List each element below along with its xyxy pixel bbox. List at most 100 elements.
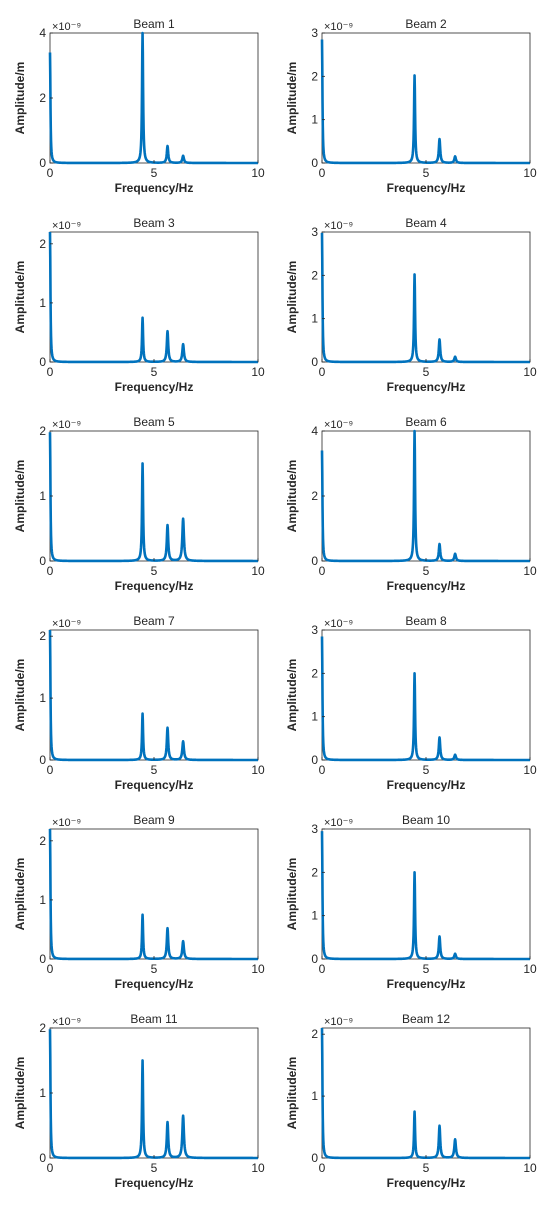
subplot-beam-6: 0 5 10 0 2 4 ×10⁻⁹ Beam 6 Frequency/Hz Amplitude/… [285, 415, 537, 593]
x-tick-label: 5 [423, 365, 430, 379]
x-tick-label: 10 [251, 763, 265, 777]
subplot-beam-9: 0 5 10 0 1 2 ×10⁻⁹ Beam 9 Frequency/Hz Amplitude/… [13, 813, 265, 991]
x-tick-label: 5 [151, 962, 158, 976]
x-tick-label: 0 [47, 962, 54, 976]
y-tick-label: 2 [39, 834, 46, 848]
axes-box [49, 231, 259, 363]
y-tick-label: 2 [311, 69, 318, 83]
y-axis-label: Amplitude/m [285, 62, 299, 135]
y-exponent-label: ×10⁻⁹ [324, 817, 353, 829]
axes-box [321, 430, 531, 562]
x-axis-label: Frequency/Hz [115, 579, 194, 593]
x-axis-label: Frequency/Hz [115, 380, 194, 394]
subplot-title: Beam 2 [405, 17, 447, 31]
y-exponent-label: ×10⁻⁹ [52, 419, 81, 431]
y-tick-label: 0 [39, 554, 46, 568]
subplot-beam-7: 0 5 10 0 1 2 ×10⁻⁹ Beam 7 Frequency/Hz Amplitude/… [13, 614, 265, 792]
y-tick-label: 2 [311, 268, 318, 282]
x-tick-label: 0 [319, 1161, 326, 1175]
axes-box [49, 629, 259, 761]
x-axis-label: Frequency/Hz [387, 977, 466, 991]
y-tick-label: 1 [311, 710, 318, 724]
y-tick-label: 1 [311, 909, 318, 923]
x-tick-label: 0 [47, 1161, 54, 1175]
y-tick-label: 2 [39, 629, 46, 643]
y-tick-label: 2 [39, 91, 46, 105]
y-tick-label: 2 [311, 865, 318, 879]
y-exponent-label: ×10⁻⁹ [324, 1016, 353, 1028]
x-tick-label: 0 [319, 166, 326, 180]
axes-box [321, 1027, 531, 1159]
y-tick-label: 1 [311, 1089, 318, 1103]
y-exponent-label: ×10⁻⁹ [324, 618, 353, 630]
y-tick-label: 0 [311, 355, 318, 369]
x-axis-label: Frequency/Hz [115, 1176, 194, 1190]
x-tick-label: 10 [523, 365, 537, 379]
y-tick-label: 3 [311, 623, 318, 637]
subplot-beam-8: 0 5 10 0 1 2 3 ×10⁻⁹ Beam 8 Frequency/Hz Amplitude… [285, 614, 537, 792]
x-tick-label: 10 [251, 365, 265, 379]
x-tick-label: 0 [47, 763, 54, 777]
x-tick-label: 5 [423, 962, 430, 976]
y-exponent-label: ×10⁻⁹ [52, 817, 81, 829]
x-tick-label: 10 [523, 166, 537, 180]
y-exponent-label: ×10⁻⁹ [324, 21, 353, 33]
y-tick-label: 2 [39, 237, 46, 251]
x-tick-label: 10 [251, 1161, 265, 1175]
x-axis-label: Frequency/Hz [115, 778, 194, 792]
y-exponent-label: ×10⁻⁹ [52, 21, 81, 33]
axes-box [321, 629, 531, 761]
y-tick-label: 1 [39, 1086, 46, 1100]
axes-box [321, 828, 531, 960]
x-tick-label: 0 [47, 564, 54, 578]
x-tick-label: 5 [151, 763, 158, 777]
x-tick-label: 0 [47, 365, 54, 379]
subplot-title: Beam 5 [133, 415, 175, 429]
y-tick-label: 1 [39, 296, 46, 310]
x-axis-label: Frequency/Hz [387, 1176, 466, 1190]
x-tick-label: 10 [523, 1161, 537, 1175]
x-tick-label: 0 [319, 763, 326, 777]
y-exponent-label: ×10⁻⁹ [324, 419, 353, 431]
x-tick-label: 5 [423, 763, 430, 777]
y-tick-label: 1 [311, 113, 318, 127]
subplot-beam-1: 0 5 10 0 2 4 ×10⁻⁹ Beam 1 Frequency/Hz Amplitude/… [13, 17, 265, 195]
y-tick-label: 0 [311, 156, 318, 170]
y-tick-label: 0 [311, 1151, 318, 1165]
x-tick-label: 10 [251, 962, 265, 976]
x-tick-label: 0 [319, 365, 326, 379]
y-tick-label: 0 [311, 554, 318, 568]
subplot-title: Beam 6 [405, 415, 447, 429]
subplot-beam-11: 0 5 10 0 1 2 ×10⁻⁹ Beam 11 Frequency/Hz Amplitude… [13, 1012, 265, 1190]
subplot-title: Beam 4 [405, 216, 447, 230]
y-tick-label: 0 [39, 156, 46, 170]
y-tick-label: 4 [311, 424, 318, 438]
axes-box [321, 231, 531, 363]
subplot-beam-5: 0 5 10 0 1 2 ×10⁻⁹ Beam 5 Frequency/Hz Amplitude/… [13, 415, 265, 593]
y-tick-label: 1 [39, 893, 46, 907]
y-axis-label: Amplitude/m [13, 858, 27, 931]
subplot-title: Beam 7 [133, 614, 175, 628]
y-axis-label: Amplitude/m [13, 659, 27, 732]
subplot-beam-12: 0 5 10 0 1 2 ×10⁻⁹ Beam 12 Frequency/Hz Amplitude… [285, 1012, 537, 1190]
y-axis-label: Amplitude/m [13, 460, 27, 533]
x-tick-label: 10 [251, 166, 265, 180]
y-tick-label: 0 [39, 1151, 46, 1165]
x-axis-label: Frequency/Hz [387, 181, 466, 195]
axes-box [49, 32, 259, 164]
x-axis-label: Frequency/Hz [387, 778, 466, 792]
y-tick-label: 0 [311, 952, 318, 966]
y-tick-label: 0 [39, 753, 46, 767]
x-tick-label: 5 [151, 166, 158, 180]
y-exponent-label: ×10⁻⁹ [324, 220, 353, 232]
axes-box [49, 828, 259, 960]
x-tick-label: 5 [423, 564, 430, 578]
y-axis-label: Amplitude/m [285, 858, 299, 931]
y-tick-label: 4 [39, 26, 46, 40]
y-tick-label: 2 [39, 1021, 46, 1035]
y-tick-label: 0 [39, 952, 46, 966]
subplot-title: Beam 1 [133, 17, 175, 31]
x-tick-label: 5 [151, 1161, 158, 1175]
x-tick-label: 5 [151, 564, 158, 578]
